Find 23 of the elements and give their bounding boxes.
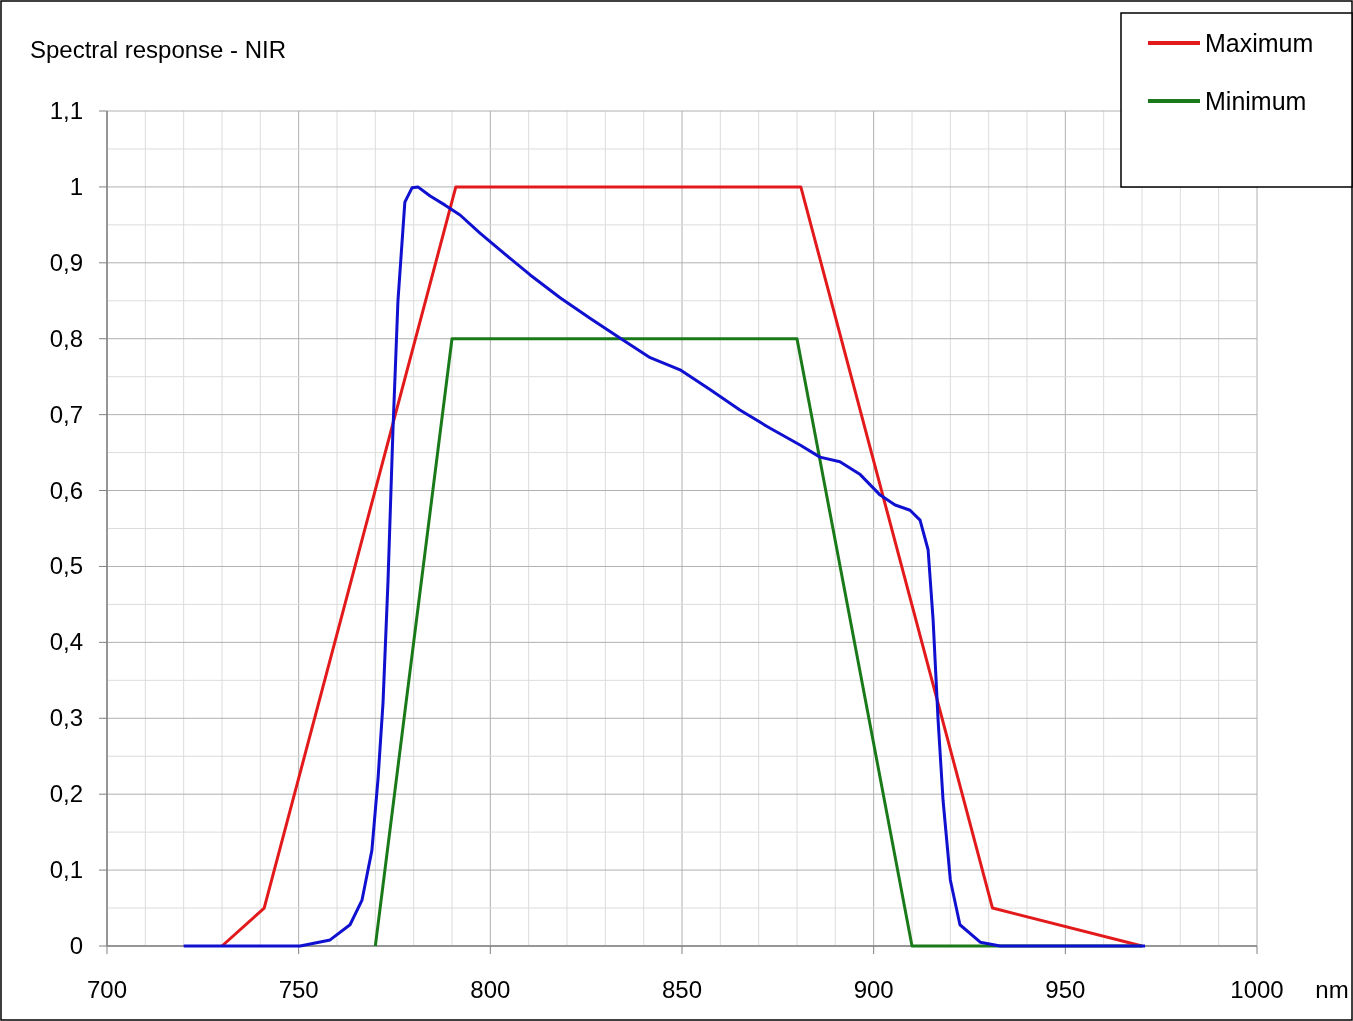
legend-label: Minimum [1205,87,1307,115]
legend-label: Maximum [1205,29,1314,57]
y-tick-label: 1 [69,172,83,200]
x-axis-title: nm [1315,976,1349,1003]
y-tick-label: 0,6 [49,476,83,504]
x-tick-label: 700 [86,976,128,1003]
y-tick-label: 0,3 [49,704,83,732]
x-tick-label: 1000 [1230,976,1284,1003]
y-tick-label: 0,9 [49,248,83,276]
chart-title: Spectral response - NIR [30,36,287,63]
x-tick-label: 750 [278,976,319,1003]
x-tick-label: 950 [1045,976,1086,1003]
x-tick-label: 800 [470,976,511,1003]
y-tick-label: 0,7 [49,400,83,428]
y-tick-label: 0,4 [49,628,83,656]
x-tick-label: 900 [853,976,894,1003]
y-tick-label: 0,8 [49,324,83,352]
y-tick-label: 0 [69,932,83,959]
x-tick-label: 850 [661,976,703,1003]
y-tick-label: 0,2 [49,780,83,808]
y-tick-label: 0,1 [49,856,83,884]
y-tick-label: 1,1 [49,97,83,124]
y-tick-label: 0,5 [49,552,83,580]
